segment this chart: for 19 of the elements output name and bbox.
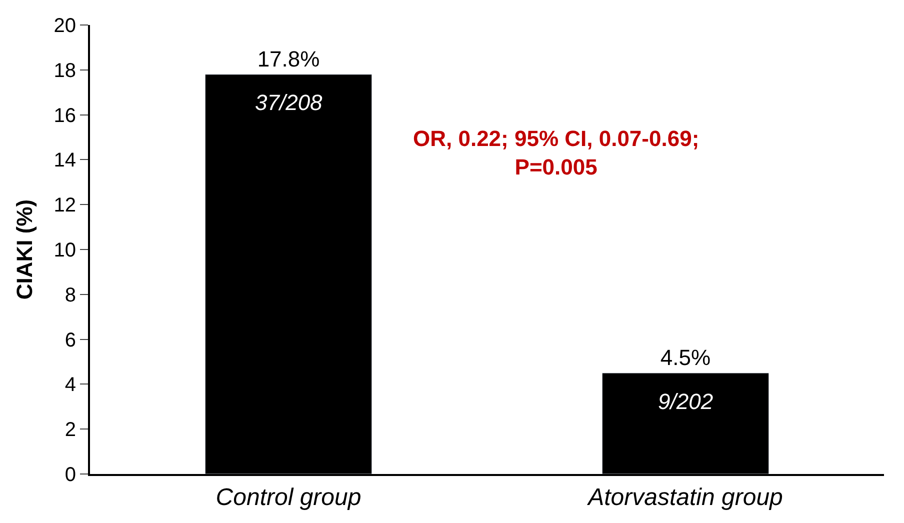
- y-tick-label: 14: [54, 150, 76, 172]
- data-label: 4.5%: [660, 344, 711, 370]
- y-axis-title: CIAKI (%): [12, 199, 38, 300]
- y-tick-label: 20: [54, 15, 76, 37]
- y-tick-label: 6: [64, 329, 76, 352]
- y-tick-label: 16: [54, 104, 76, 127]
- x-tick-label: Control group: [216, 484, 362, 511]
- x-tick-label: Atorvastatin group: [586, 484, 783, 511]
- y-tick-label: 8: [64, 284, 76, 306]
- y-tick-label: 4: [64, 374, 76, 396]
- annotation: 37/208: [255, 90, 324, 115]
- y-tick-label: 12: [54, 194, 76, 217]
- annotation: OR, 0.22; 95% CI, 0.07-0.69; P=0.005: [413, 126, 700, 180]
- y-tick-label: 0: [64, 464, 76, 486]
- y-tick-label: 10: [54, 240, 76, 262]
- y-tick-label: 18: [54, 60, 76, 82]
- data-label: 17.8%: [257, 46, 320, 72]
- annotation: 9/202: [658, 389, 714, 414]
- y-tick-label: 2: [64, 419, 76, 442]
